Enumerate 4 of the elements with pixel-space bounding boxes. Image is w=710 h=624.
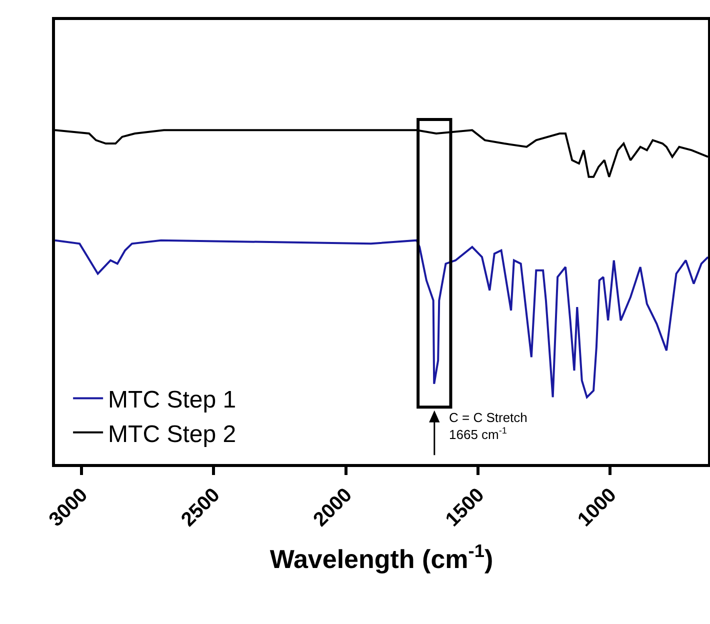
legend-label: MTC Step 2 bbox=[108, 420, 236, 448]
legend-label: MTC Step 1 bbox=[108, 386, 236, 414]
x-axis-title: Wavelength (cm$^{-1}$) bbox=[270, 540, 494, 574]
annotation: C = C Stretch 1665 cm$^{-1}$ bbox=[449, 410, 528, 442]
